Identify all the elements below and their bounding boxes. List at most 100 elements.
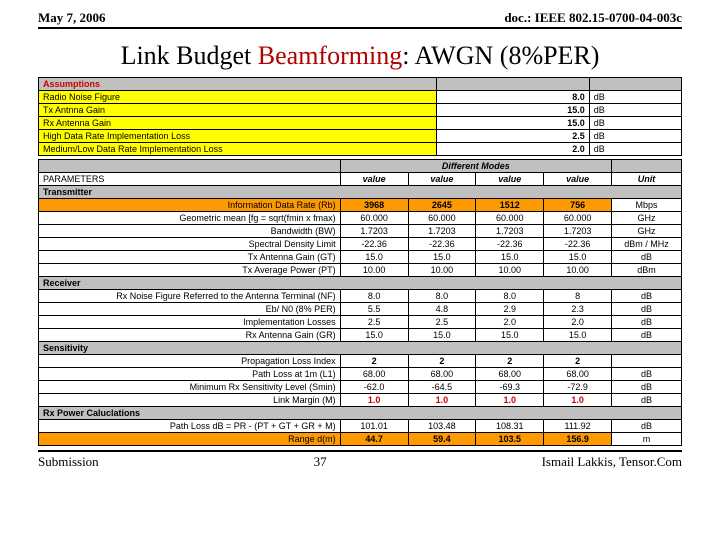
ftr-right: Ismail Lakkis, Tensor.Com: [542, 454, 682, 470]
assump-val: 2.5: [436, 130, 589, 143]
row-v2: 10.00: [408, 264, 476, 277]
row-v4: 15.0: [544, 251, 612, 264]
assump-hdr: Assumptions: [39, 78, 437, 91]
row-unit: dBm / MHz: [612, 238, 682, 251]
ftr-left: Submission: [38, 454, 99, 470]
row-v2: 103.48: [408, 420, 476, 433]
vh2: value: [408, 173, 476, 186]
row-unit: dBm: [612, 264, 682, 277]
title-p1: Link Budget: [121, 41, 258, 70]
row-v3: 60.000: [476, 212, 544, 225]
row-v2: -22.36: [408, 238, 476, 251]
row-v3: 108.31: [476, 420, 544, 433]
row-label: Propagation Loss Index: [39, 355, 341, 368]
vh4: value: [544, 173, 612, 186]
row-label: Spectral Density Limit: [39, 238, 341, 251]
row-v1: 101.01: [340, 420, 408, 433]
row-label: Link Margin (M): [39, 394, 341, 407]
row-unit: dB: [612, 368, 682, 381]
row-v4: 8: [544, 290, 612, 303]
row-v3: -69.3: [476, 381, 544, 394]
row-label: Implementation Losses: [39, 316, 341, 329]
row-v2: -64.5: [408, 381, 476, 394]
row-v4: 756: [544, 199, 612, 212]
row-v2: 15.0: [408, 329, 476, 342]
assump-val: 15.0: [436, 104, 589, 117]
row-v1: 60.000: [340, 212, 408, 225]
row-v3: 15.0: [476, 329, 544, 342]
row-v3: 1.0: [476, 394, 544, 407]
row-label: Tx Average Power (PT): [39, 264, 341, 277]
row-unit: dB: [612, 420, 682, 433]
row-label: Eb/ N0 (8% PER): [39, 303, 341, 316]
row-v4: 60.000: [544, 212, 612, 225]
row-v3: 103.5: [476, 433, 544, 446]
tx-hdr: Transmitter: [39, 186, 682, 199]
row-v1: -22.36: [340, 238, 408, 251]
row-v2: 59.4: [408, 433, 476, 446]
row-label: Rx Noise Figure Referred to the Antenna …: [39, 290, 341, 303]
row-v4: 1.7203: [544, 225, 612, 238]
row-v1: 44.7: [340, 433, 408, 446]
row-v4: 2: [544, 355, 612, 368]
row-unit: dB: [612, 394, 682, 407]
row-v2: 4.8: [408, 303, 476, 316]
assump-unit: dB: [589, 91, 681, 104]
row-label: Path Loss at 1m (L1): [39, 368, 341, 381]
row-unit: GHz: [612, 212, 682, 225]
row-v3: 2: [476, 355, 544, 368]
row-v1: 15.0: [340, 251, 408, 264]
assump-label: Medium/Low Data Rate Implementation Loss: [39, 143, 437, 156]
diff-modes: Different Modes: [340, 160, 611, 173]
title-p2: Beamforming: [258, 41, 402, 70]
row-v4: 2.3: [544, 303, 612, 316]
hdr-doc: doc.: IEEE 802.15-0700-04-003c: [504, 10, 682, 26]
row-v2: 2: [408, 355, 476, 368]
row-v1: 5.5: [340, 303, 408, 316]
ftr-mid: 37: [314, 454, 327, 470]
row-v3: 1.7203: [476, 225, 544, 238]
row-v2: 2645: [408, 199, 476, 212]
assump-label: High Data Rate Implementation Loss: [39, 130, 437, 143]
row-v3: 8.0: [476, 290, 544, 303]
row-v3: 15.0: [476, 251, 544, 264]
row-v3: 68.00: [476, 368, 544, 381]
row-v4: 15.0: [544, 329, 612, 342]
row-label: Path Loss dB = PR - (PT + GT + GR + M): [39, 420, 341, 433]
row-unit: dB: [612, 316, 682, 329]
row-v1: 68.00: [340, 368, 408, 381]
vh1: value: [340, 173, 408, 186]
sens-hdr: Sensitivity: [39, 342, 682, 355]
row-v1: -62.0: [340, 381, 408, 394]
row-v2: 2.5: [408, 316, 476, 329]
vh3: value: [476, 173, 544, 186]
row-unit: [612, 355, 682, 368]
row-v4: 111.92: [544, 420, 612, 433]
row-label: Rx Antenna Gain (GR): [39, 329, 341, 342]
assump-val: 15.0: [436, 117, 589, 130]
row-v4: 10.00: [544, 264, 612, 277]
row-v4: 156.9: [544, 433, 612, 446]
row-v4: -22.36: [544, 238, 612, 251]
rx-hdr: Receiver: [39, 277, 682, 290]
row-label: Minimum Rx Sensitivity Level (Smin): [39, 381, 341, 394]
row-v4: 68.00: [544, 368, 612, 381]
row-unit: dB: [612, 251, 682, 264]
uh: Unit: [612, 173, 682, 186]
rxp-hdr: Rx Power Caluclations: [39, 407, 682, 420]
row-unit: dB: [612, 329, 682, 342]
assump-label: Rx Antenna Gain: [39, 117, 437, 130]
row-unit: dB: [612, 381, 682, 394]
row-v1: 2.5: [340, 316, 408, 329]
row-label: Geometric mean [fg = sqrt(fmin x fmax): [39, 212, 341, 225]
row-label: Tx Antenna Gain (GT): [39, 251, 341, 264]
row-label: Bandwidth (BW): [39, 225, 341, 238]
row-v2: 1.7203: [408, 225, 476, 238]
row-v3: 2.9: [476, 303, 544, 316]
row-unit: Mbps: [612, 199, 682, 212]
row-unit: dB: [612, 290, 682, 303]
assump-label: Radio Noise Figure: [39, 91, 437, 104]
assump-unit: dB: [589, 130, 681, 143]
row-v2: 60.000: [408, 212, 476, 225]
row-v3: 10.00: [476, 264, 544, 277]
